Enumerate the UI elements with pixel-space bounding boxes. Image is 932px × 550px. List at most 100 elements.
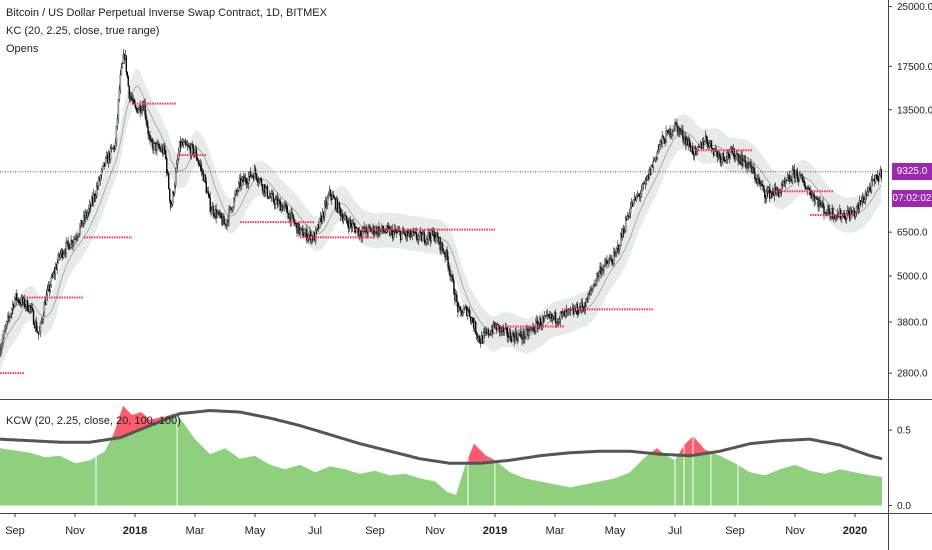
price-candle <box>748 161 750 173</box>
candle-body <box>349 219 352 224</box>
time-axis[interactable]: Sep Nov 2018 Mar May Jul Sep Nov 2019 Mar May Jul Se… <box>5 513 867 537</box>
price-candle <box>127 75 129 87</box>
candle-body <box>784 180 787 184</box>
price-axis[interactable]: 25000.0 17500.0 13500.0 6500.0 5000.0 3800.0 2… <box>888 2 932 380</box>
price-candle <box>876 169 879 181</box>
candle-body <box>156 143 158 151</box>
candle-body <box>764 189 766 198</box>
price-candle <box>598 269 600 282</box>
price-candle <box>511 331 513 343</box>
price-candle <box>464 306 466 310</box>
candle-body <box>329 189 332 196</box>
candle-body <box>595 280 597 286</box>
candle-body <box>645 179 648 181</box>
candle-body <box>593 283 595 288</box>
price-candle <box>173 182 176 197</box>
candle-body <box>144 102 146 115</box>
price-candle <box>95 190 97 203</box>
candle-body <box>76 237 78 239</box>
candle-body <box>675 122 677 124</box>
candle-body <box>826 213 828 215</box>
candle-body <box>346 220 349 224</box>
kcw-axis[interactable]: 0.5 0.0 <box>888 426 911 512</box>
price-candle <box>763 185 765 193</box>
price-candle <box>652 156 654 173</box>
candle-body <box>619 245 621 251</box>
price-candle <box>711 147 714 151</box>
candle-body <box>116 117 119 127</box>
candle-body <box>292 214 294 220</box>
candle-body <box>50 276 53 286</box>
candle-body <box>93 194 95 202</box>
price-candle <box>393 229 395 241</box>
price-candle <box>316 227 318 234</box>
candle-body <box>212 206 214 215</box>
candle-body <box>361 231 363 238</box>
price-candle <box>96 180 99 190</box>
price-candle <box>169 188 171 204</box>
price-candle <box>441 240 443 252</box>
price-candle <box>286 204 288 214</box>
candle-body <box>442 248 444 253</box>
candle-body <box>65 242 67 254</box>
candle-body <box>270 193 273 198</box>
candle-body <box>169 188 171 201</box>
price-candle <box>31 303 34 313</box>
time-axis-label: Nov <box>425 525 445 537</box>
price-candle <box>585 297 587 308</box>
candle-body <box>724 160 727 162</box>
price-candle <box>216 209 218 219</box>
opens-indicator-label[interactable]: Opens <box>6 43 39 55</box>
candle-body <box>45 294 48 305</box>
candle-body <box>7 316 9 322</box>
kcw-indicator-label[interactable]: KCW (20, 2.25, close, 20, 100, 100) <box>6 415 181 427</box>
price-candle <box>759 176 761 187</box>
price-candle <box>750 158 752 171</box>
price-axis-label: 25000.0 <box>897 2 932 13</box>
candle-body <box>829 212 831 215</box>
candle-body <box>671 131 673 136</box>
candle-body <box>59 253 61 258</box>
price-candle <box>622 224 625 238</box>
price-candle <box>101 165 104 172</box>
price-candle <box>525 327 527 340</box>
candle-body <box>878 174 880 182</box>
candle-body <box>353 224 355 228</box>
price-candle <box>51 272 54 279</box>
candle-body <box>870 180 873 192</box>
candle-body <box>744 155 746 163</box>
price-candle <box>32 309 35 325</box>
candle-body <box>197 160 200 164</box>
price-candle <box>452 273 454 284</box>
price-candle <box>118 84 121 103</box>
price-candle <box>204 173 206 184</box>
price-candle <box>804 182 806 190</box>
price-candle <box>153 139 155 155</box>
candle-body <box>611 259 613 263</box>
candle-body <box>201 170 204 172</box>
candle-body <box>694 147 696 156</box>
price-candle <box>874 174 877 184</box>
price-candle <box>126 71 129 79</box>
candle-body <box>506 327 508 337</box>
price-candle <box>771 187 774 198</box>
candle-body <box>530 328 532 330</box>
price-candle <box>40 317 43 325</box>
kc-indicator-label[interactable]: KC (20, 2.25, close, true range) <box>6 25 160 37</box>
price-candle <box>674 118 676 131</box>
price-candle <box>45 289 48 305</box>
candle-body <box>1 343 3 349</box>
candle-body <box>165 150 167 159</box>
price-axis-label: 3800.0 <box>897 318 928 329</box>
candle-body <box>182 142 185 146</box>
price-candle <box>656 150 658 161</box>
candle-body <box>73 239 75 243</box>
kcw-pane <box>0 406 883 506</box>
candle-body <box>193 152 196 155</box>
candle-body <box>46 289 49 296</box>
price-candle <box>383 225 385 235</box>
price-candle <box>662 134 664 140</box>
price-candle <box>2 333 4 348</box>
candle-body <box>121 63 124 68</box>
